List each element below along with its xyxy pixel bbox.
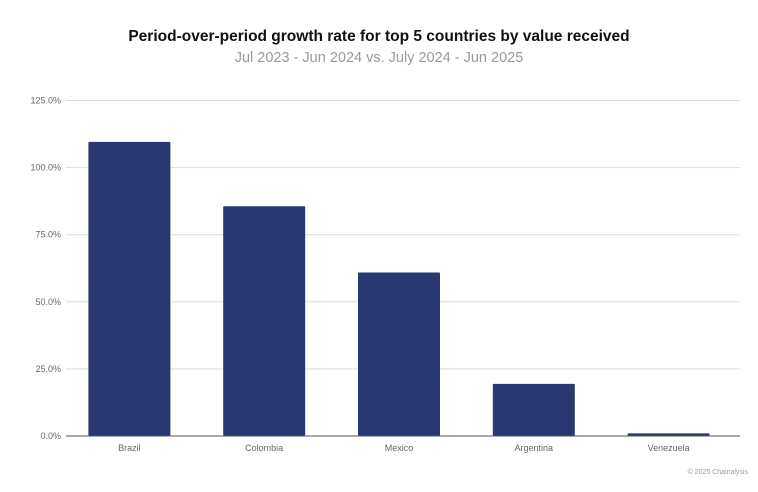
x-tick-label: Mexico: [385, 443, 414, 453]
chart-subtitle: Jul 2023 - Jun 2024 vs. July 2024 - Jun …: [234, 50, 524, 66]
y-tick-label: 125.0%: [30, 96, 61, 106]
copyright-credit: © 2025 Chainalysis: [687, 469, 748, 476]
bar-brazil: [88, 141, 171, 436]
x-tick-label: Colombia: [245, 443, 283, 453]
bar-mexico: [358, 272, 440, 436]
x-tick-label: Venezuela: [648, 443, 690, 453]
x-tick-label: Argentina: [515, 443, 554, 453]
y-tick-label: 50.0%: [35, 297, 61, 307]
x-tick-label: Brazil: [118, 443, 141, 453]
y-tick-label: 25.0%: [35, 364, 61, 374]
y-tick-label: 0.0%: [40, 431, 61, 441]
bar-argentina: [492, 383, 575, 436]
chart-title: Period-over-period growth rate for top 5…: [128, 28, 630, 45]
y-tick-label: 75.0%: [35, 230, 61, 240]
y-tick-label: 100.0%: [30, 163, 61, 173]
bar-colombia: [223, 206, 306, 436]
bar-venezuela: [627, 433, 710, 436]
